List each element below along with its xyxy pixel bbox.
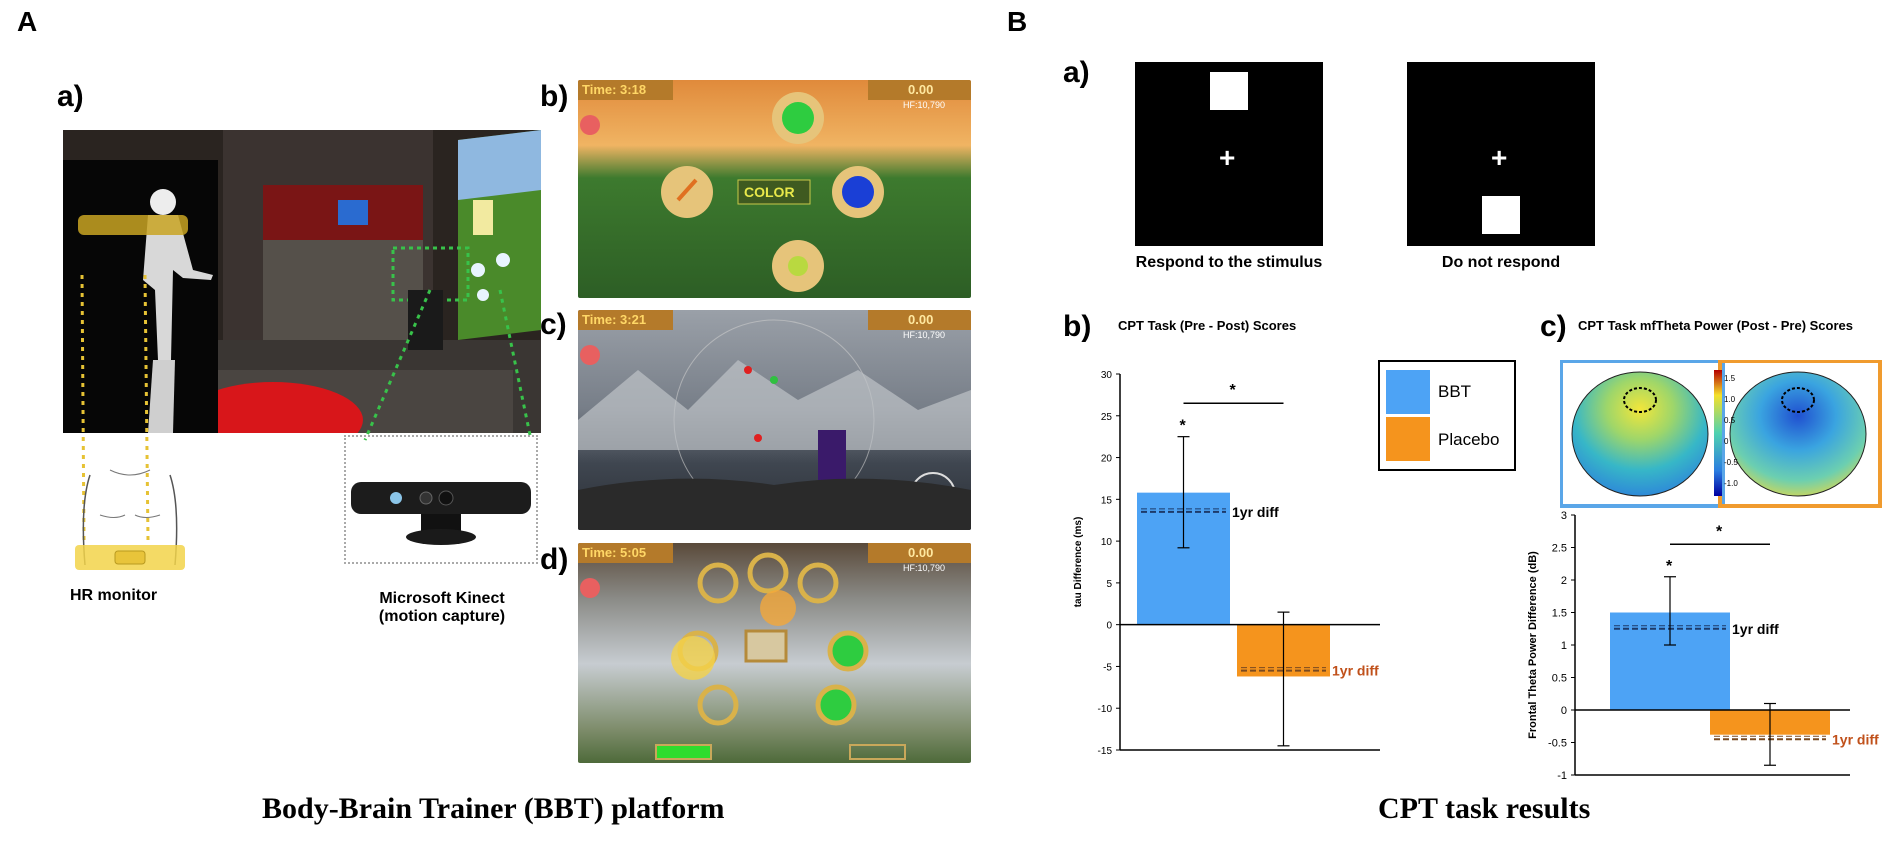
colorbar-tick: 0 (1724, 437, 1729, 446)
game-d-score: 0.00 (908, 545, 934, 560)
y-tick-label: 1.5 (1552, 608, 1567, 620)
chart-b-title: CPT Task (Pre - Post) Scores (1118, 318, 1297, 333)
y-tick-label: 20 (1101, 454, 1113, 465)
game-d-hf: HF:10,790 (903, 563, 946, 573)
fixation-cross: + (1219, 142, 1236, 173)
game-c-score: 0.00 (908, 312, 934, 327)
game-screenshot-c: Time: 3:21 0.00 HF:10,790 (578, 310, 971, 530)
chart-c-theta: 3 2.5 2 1.5 1 0.5 0 -0.5 -1 Frontal Theta Power D… (1527, 510, 1879, 782)
game-screenshot-b: Time: 3:18 0.00 HF:10,790 COLOR (578, 80, 971, 298)
ref-line-label: 1yr diff (1832, 731, 1879, 747)
y-tick-label: -15 (1098, 746, 1113, 757)
panel-a-sub-a: a) (57, 80, 84, 113)
hr-monitor-label: HR monitor (70, 587, 158, 604)
panel-b-sub-b: b) (1063, 310, 1092, 343)
stimulus-square-bottom (1482, 196, 1520, 234)
stimulus-respond-box: + (1135, 62, 1323, 246)
y-tick-label: -1 (1557, 770, 1567, 782)
y-tick-label: 0.5 (1552, 673, 1567, 685)
panel-a-caption: Body-Brain Trainer (BBT) platform (262, 792, 725, 825)
y-tick-label: 25 (1101, 412, 1113, 423)
connector-lines (80, 274, 532, 541)
game-b-hf: HF:10,790 (903, 100, 946, 110)
y-tick-label: -5 (1103, 662, 1112, 673)
colorbar-ticks: 1.5 1.0 0.5 0 -0.5 -1.0 (1724, 368, 1738, 494)
panel-b-letter: B (1007, 6, 1028, 37)
y-axis-label: Frontal Theta Power Difference (dB) (1527, 551, 1539, 739)
y-tick-label: 30 (1101, 370, 1113, 381)
kinect-label-line1: Microsoft Kinect (379, 590, 505, 607)
colorbar-tick: 1.0 (1724, 395, 1736, 404)
game-d-time: Time: 5:05 (582, 545, 647, 560)
significance-star: * (1666, 558, 1673, 575)
game-b-score: 0.00 (908, 82, 934, 97)
y-tick-label: 3 (1561, 510, 1567, 522)
legend: BBT Placebo (1378, 360, 1516, 471)
y-tick-label: 5 (1106, 579, 1112, 590)
colorbar-tick: 0.5 (1724, 416, 1736, 425)
game-b-time: Time: 3:18 (582, 82, 647, 97)
legend-swatch-placebo (1386, 417, 1430, 461)
game-c-time: Time: 3:21 (582, 312, 647, 327)
y-tick-label: 10 (1101, 537, 1113, 548)
stimulus-norespond-box: + (1407, 62, 1595, 246)
panel-b-sub-c: c) (1540, 310, 1567, 343)
chart-c-title: CPT Task mfTheta Power (Post - Pre) Scor… (1578, 318, 1853, 333)
legend-swatch-bbt (1386, 370, 1430, 414)
hr-monitor-illustration (70, 465, 190, 575)
chart-b-tau: 30 25 20 15 10 5 0 -5 -10 -15 tau Difference (ms) 1… (1073, 370, 1380, 757)
panel-a-sub-c: c) (540, 308, 567, 341)
panel-a-letter: A (17, 6, 38, 37)
stim-norespond-label: Do not respond (1441, 254, 1561, 271)
y-tick-label: 0 (1106, 621, 1112, 632)
ref-line-label: 1yr diff (1732, 621, 1779, 637)
colorbar-tick: 1.5 (1724, 374, 1736, 383)
colorbar-tick: -1.0 (1724, 479, 1738, 488)
legend-label-bbt: BBT (1438, 382, 1472, 401)
game-c-hf: HF:10,790 (903, 330, 946, 340)
bracket-star: * (1230, 382, 1237, 399)
stimulus-square-top (1210, 72, 1248, 110)
panel-b-caption: CPT task results (1378, 792, 1591, 825)
topography-maps (1559, 359, 1882, 510)
ref-line-label: 1yr diff (1232, 504, 1279, 520)
y-tick-label: 1 (1561, 640, 1567, 652)
ref-line-label: 1yr diff (1332, 663, 1379, 679)
kinect-label-line2: (motion capture) (378, 608, 506, 625)
y-tick-label: -0.5 (1548, 738, 1567, 750)
panel-a-sub-b: b) (540, 80, 569, 113)
legend-label-placebo: Placebo (1438, 430, 1500, 449)
significance-star: * (1180, 418, 1187, 435)
y-tick-label: 2.5 (1552, 543, 1567, 555)
stim-respond-label: Respond to the stimulus (1135, 254, 1323, 271)
panel-a-sub-d: d) (540, 543, 569, 576)
y-tick-label: 15 (1101, 495, 1113, 506)
kinect-label: Microsoft Kinect (motion capture) (367, 590, 517, 626)
bracket-star: * (1716, 523, 1723, 540)
y-tick-label: -10 (1098, 704, 1113, 715)
y-tick-label: 0 (1561, 705, 1567, 717)
room-photo (63, 130, 541, 458)
kinect-inset (344, 435, 538, 564)
y-axis-label: tau Difference (ms) (1073, 517, 1084, 608)
colorbar-tick: -0.5 (1724, 458, 1738, 467)
fixation-cross-2: + (1491, 142, 1508, 173)
game-screenshot-d: Time: 5:05 0.00 HF:10,790 (578, 543, 971, 763)
y-tick-label: 2 (1561, 575, 1567, 587)
game-b-center-label: COLOR (744, 184, 795, 200)
panel-b-sub-a: a) (1063, 56, 1090, 89)
